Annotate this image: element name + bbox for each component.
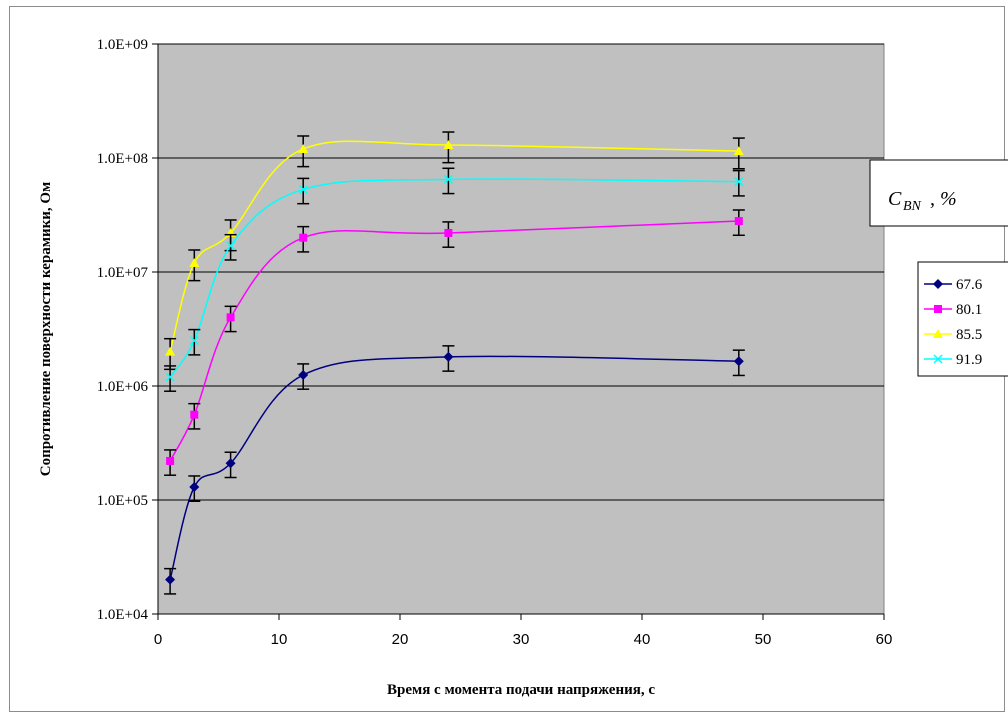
legend-item-80.1: 80.1 bbox=[924, 302, 982, 318]
legend-marker bbox=[934, 305, 942, 313]
data-point bbox=[166, 456, 175, 465]
legend-title-box: C BN , % bbox=[869, 159, 1008, 227]
x-tick-label: 40 bbox=[634, 631, 651, 648]
data-point bbox=[226, 313, 235, 322]
legend-label: 85.5 bbox=[956, 327, 982, 343]
legend: 67.6 80.1 85.5 91.9 bbox=[917, 261, 1008, 377]
x-tick-label: 10 bbox=[271, 631, 288, 648]
data-point bbox=[444, 228, 453, 237]
x-tick-labels: 0 10 20 30 40 50 60 bbox=[154, 631, 893, 648]
data-point bbox=[298, 143, 309, 153]
y-tick-label: 1.0E+08 bbox=[97, 151, 148, 167]
legend-title-suffix: , % bbox=[930, 188, 957, 210]
legend-marker bbox=[933, 354, 943, 364]
data-point bbox=[165, 574, 176, 585]
x-tick-label: 50 bbox=[755, 631, 772, 648]
x-tick-label: 60 bbox=[876, 631, 893, 648]
x-tick-label: 20 bbox=[392, 631, 409, 648]
data-point bbox=[299, 233, 308, 242]
legend-title-subscript: BN bbox=[903, 199, 922, 214]
legend-label: 91.9 bbox=[956, 352, 982, 368]
x-tick-label: 0 bbox=[154, 631, 162, 648]
data-point bbox=[189, 257, 200, 267]
y-tick-label: 1.0E+06 bbox=[97, 379, 149, 395]
data-point bbox=[165, 372, 175, 382]
gridlines bbox=[158, 43, 884, 501]
data-point bbox=[733, 146, 744, 156]
legend-marker bbox=[933, 329, 943, 338]
y-tick-labels: 1.0E+04 1.0E+05 1.0E+06 1.0E+07 1.0E+08 1.0E+… bbox=[97, 37, 149, 623]
y-tick-label: 1.0E+07 bbox=[97, 265, 149, 281]
legend-title-main: C bbox=[888, 188, 902, 210]
data-point bbox=[443, 174, 453, 184]
series-91.9 bbox=[164, 167, 745, 392]
y-tick-label: 1.0E+09 bbox=[97, 37, 148, 53]
series-67.6 bbox=[164, 345, 745, 595]
data-point bbox=[443, 140, 454, 150]
data-point bbox=[298, 184, 308, 194]
legend-item-85.5: 85.5 bbox=[924, 327, 982, 343]
legend-item-67.6: 67.6 bbox=[924, 277, 983, 293]
data-point bbox=[733, 356, 744, 367]
data-point bbox=[734, 217, 743, 226]
legend-item-91.9: 91.9 bbox=[924, 352, 982, 368]
legend-marker bbox=[933, 279, 943, 289]
data-point bbox=[443, 351, 454, 362]
y-tick-label: 1.0E+04 bbox=[97, 607, 149, 623]
error-bar bbox=[297, 177, 310, 205]
legend-box bbox=[917, 261, 1008, 377]
data-point bbox=[190, 410, 199, 419]
series-group bbox=[164, 131, 745, 595]
data-point bbox=[225, 458, 236, 469]
axes bbox=[152, 43, 885, 620]
error-bar bbox=[188, 328, 201, 356]
legend-label: 80.1 bbox=[956, 302, 982, 318]
error-bar bbox=[164, 365, 177, 392]
plot-area bbox=[157, 43, 885, 615]
x-axis-title: Время с момента подачи напряжения, с bbox=[387, 682, 655, 698]
data-point bbox=[189, 336, 199, 346]
data-point bbox=[734, 177, 744, 187]
legend-label: 67.6 bbox=[956, 277, 983, 293]
y-tick-label: 1.0E+05 bbox=[97, 493, 148, 509]
data-point bbox=[165, 346, 176, 356]
error-bar bbox=[224, 233, 237, 261]
error-bar bbox=[442, 167, 455, 195]
data-point bbox=[226, 241, 236, 251]
data-point bbox=[298, 369, 309, 380]
y-axis-title: Сопротивление поверхности керамики, Ом bbox=[38, 182, 54, 477]
x-tick-label: 30 bbox=[513, 631, 530, 648]
error-bar bbox=[732, 169, 745, 197]
series-80.1 bbox=[164, 209, 745, 476]
data-point bbox=[189, 482, 200, 493]
